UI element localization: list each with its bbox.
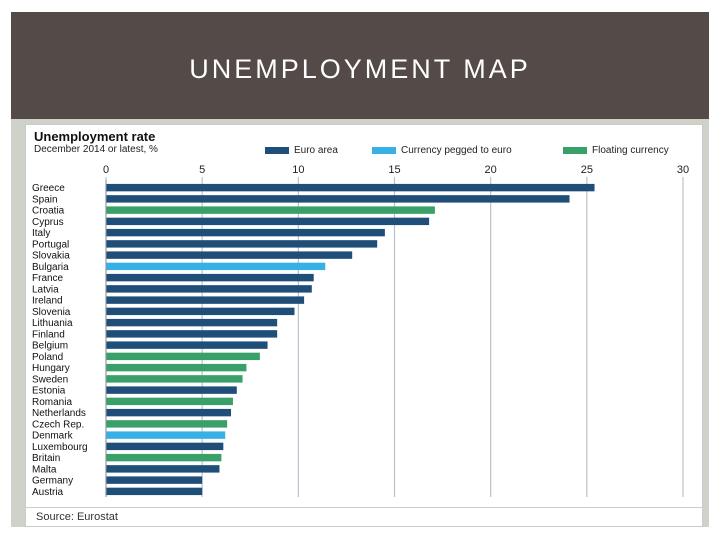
bar xyxy=(106,273,314,282)
category-label: Portugal xyxy=(32,239,69,250)
category-label: Spain xyxy=(32,194,58,205)
x-tick-label: 10 xyxy=(292,164,304,176)
category-label: Greece xyxy=(32,183,65,194)
legend-swatch-pegged xyxy=(372,146,396,154)
category-label: Hungary xyxy=(32,363,70,374)
category-label: Italy xyxy=(32,228,50,239)
bar xyxy=(106,341,268,349)
category-label: Slovakia xyxy=(32,251,70,262)
footer-divider xyxy=(26,507,702,508)
x-tick-label: 0 xyxy=(103,164,109,176)
category-label: Denmark xyxy=(32,431,74,442)
bar xyxy=(106,476,203,484)
bar xyxy=(106,195,570,203)
bar xyxy=(106,251,353,259)
category-label: Bulgaria xyxy=(32,262,69,273)
category-label: Netherlands xyxy=(32,408,86,419)
legend-swatch-floating xyxy=(563,146,587,154)
chart-source: Source: Eurostat xyxy=(36,511,118,523)
category-label: Belgium xyxy=(32,341,68,352)
bar xyxy=(106,285,312,293)
legend-label-euro-area: Euro area xyxy=(294,144,338,156)
chart-card: Unemployment rate December 2014 or lates… xyxy=(25,124,703,527)
chart-subtitle: December 2014 or latest, % xyxy=(34,144,158,155)
slide-title-band xyxy=(11,12,709,119)
x-tick-label: 15 xyxy=(388,164,400,176)
category-label: Czech Rep. xyxy=(32,419,84,430)
category-label: Luxembourg xyxy=(32,442,88,453)
category-label: Croatia xyxy=(32,206,65,217)
bar xyxy=(106,442,224,451)
legend-label-floating: Floating currency xyxy=(592,144,669,156)
bar xyxy=(106,453,222,462)
x-tick-label: 20 xyxy=(485,164,497,176)
bar xyxy=(106,408,232,417)
legend-item-euro-area: Euro area xyxy=(265,144,338,156)
bar xyxy=(106,262,326,271)
bar xyxy=(106,465,220,473)
bar xyxy=(106,363,247,372)
bar xyxy=(106,228,385,237)
category-label: Britain xyxy=(32,453,60,464)
category-label: Finland xyxy=(32,329,65,340)
slide-title: UNEMPLOYMENT MAP xyxy=(189,54,531,84)
category-label: Germany xyxy=(32,476,73,487)
bar xyxy=(106,420,228,428)
category-label: Ireland xyxy=(32,296,63,307)
category-label: Cyprus xyxy=(32,217,64,228)
bar xyxy=(106,431,226,439)
bar xyxy=(106,183,595,192)
bar xyxy=(106,386,237,394)
x-tick-label: 5 xyxy=(199,164,205,176)
category-label: Poland xyxy=(32,352,63,363)
x-tick-label: 30 xyxy=(677,164,689,176)
category-label: Malta xyxy=(32,464,57,475)
bar xyxy=(106,240,378,248)
category-label: Austria xyxy=(32,487,64,498)
bar-chart: 0 5 10 15 20 25 30 GreeceSpainCroatiaCyprusItal… xyxy=(32,164,689,498)
bar xyxy=(106,296,305,304)
category-label: Slovenia xyxy=(32,307,71,318)
chart-title: Unemployment rate xyxy=(34,129,156,144)
category-label: Lithuania xyxy=(32,318,73,329)
bar xyxy=(106,397,233,406)
bar xyxy=(106,375,243,383)
legend-label-pegged: Currency pegged to euro xyxy=(401,144,512,156)
bar xyxy=(106,307,295,316)
legend-swatch-euro-area xyxy=(265,146,289,154)
bar xyxy=(106,352,260,361)
category-label: Sweden xyxy=(32,374,68,385)
legend-item-floating: Floating currency xyxy=(563,144,669,156)
legend-item-pegged: Currency pegged to euro xyxy=(372,144,512,156)
bar xyxy=(106,487,203,496)
bar xyxy=(106,217,430,226)
category-label: Romania xyxy=(32,397,72,408)
bar xyxy=(106,330,278,338)
category-label: Latvia xyxy=(32,284,59,295)
bar xyxy=(106,206,435,214)
x-tick-label: 25 xyxy=(581,164,593,176)
bar xyxy=(106,318,278,327)
category-label: France xyxy=(32,273,64,284)
category-label: Estonia xyxy=(32,386,66,397)
